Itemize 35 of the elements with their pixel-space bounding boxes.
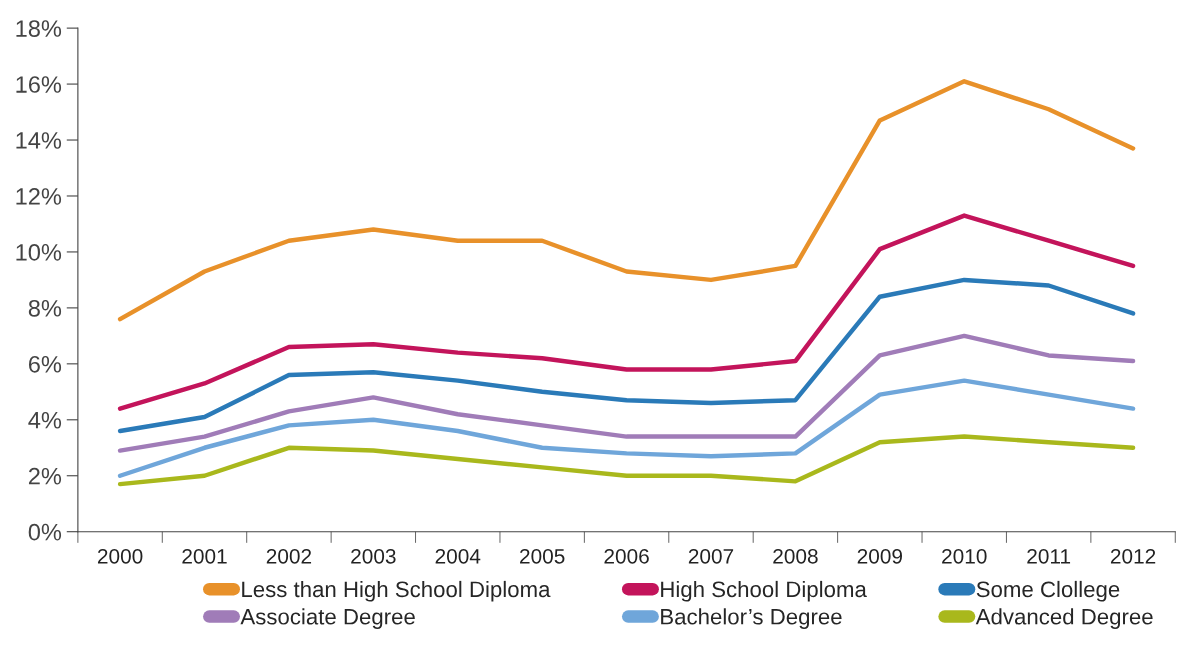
line-series [117, 213, 1136, 411]
line-series [117, 79, 1136, 322]
line-series [117, 277, 1136, 434]
x-tick-label: 2011 [1027, 548, 1071, 564]
legend-label: Associate Degree [240, 608, 415, 629]
y-tick-label: 12% [16, 188, 62, 205]
y-tick-label: 18% [16, 20, 62, 37]
x-tick-label: 2000 [97, 548, 143, 564]
y-tick-label: 6% [28, 355, 62, 373]
y-tick-label: 16% [16, 76, 62, 93]
y-tick-label: 2% [28, 467, 62, 485]
x-tick-label: 2006 [604, 548, 649, 564]
x-tick-label: 2012 [1110, 548, 1156, 564]
legend-label: Bachelor’s Degree [661, 608, 842, 629]
legend-label: Some Clollege [976, 580, 1120, 602]
x-tick-label: 2004 [435, 548, 481, 564]
line-series [117, 378, 1136, 478]
legend-label: Less than High School Diploma [242, 580, 551, 602]
x-tick-label: 2010 [942, 548, 987, 564]
x-tick-label: 2007 [688, 548, 734, 564]
legend-label: High School Diploma [661, 580, 867, 602]
y-tick-label: 8% [28, 299, 62, 317]
x-tick-label: 2001 [182, 548, 227, 564]
legend-label: Advanced Degree [975, 608, 1153, 629]
x-tick-label: 2002 [266, 548, 312, 564]
y-tick-label: 4% [28, 411, 62, 429]
x-tick-label: 2008 [773, 548, 818, 564]
y-tick-label: 10% [16, 244, 62, 261]
x-tick-label: 2005 [520, 548, 565, 564]
line-series [117, 333, 1136, 453]
x-tick-label: 2003 [351, 548, 396, 564]
line-series [117, 434, 1136, 487]
y-tick-label: 14% [16, 132, 62, 149]
x-tick-label: 2009 [857, 548, 903, 564]
y-tick-label: 0% [28, 523, 62, 541]
